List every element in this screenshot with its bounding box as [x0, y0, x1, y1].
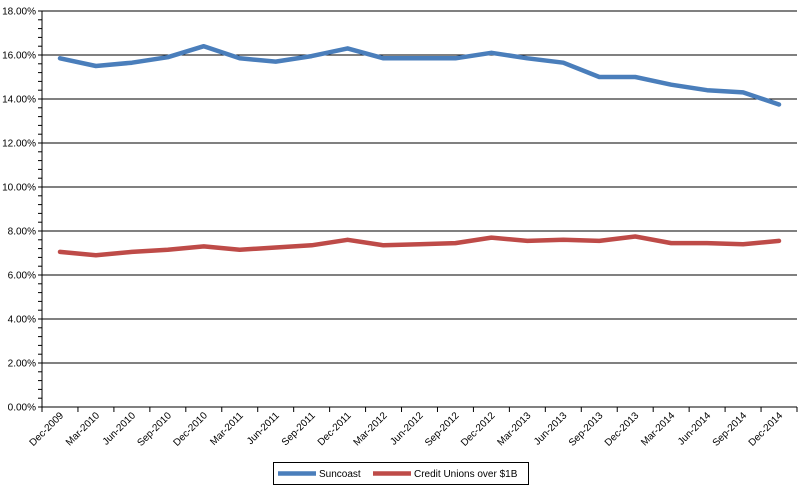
x-tick-label: Sep-2013 [567, 410, 606, 449]
y-tick-label: 18.00% [2, 7, 36, 18]
x-tick-label: Mar-2014 [639, 410, 677, 448]
x-axis: Dec-2009Mar-2010Jun-2010Sep-2010Dec-2010… [28, 407, 797, 449]
x-tick-label: Sep-2012 [423, 410, 462, 449]
y-tick-label: 12.00% [2, 139, 36, 150]
y-tick-label: 0.00% [8, 403, 36, 414]
legend-label: Credit Unions over $1B [414, 469, 518, 480]
x-tick-label: Jun-2010 [101, 410, 139, 448]
legend: Suncoast Credit Unions over $1B [274, 463, 529, 485]
x-tick-label: Mar-2013 [495, 410, 533, 448]
legend-label: Suncoast [319, 469, 361, 480]
x-tick-label: Sep-2014 [711, 410, 750, 449]
x-tick-label: Jun-2013 [532, 410, 570, 448]
series-line-1 [60, 237, 779, 256]
x-tick-label: Dec-2011 [316, 410, 354, 448]
x-tick-label: Dec-2009 [28, 410, 67, 449]
x-tick-label: Sep-2010 [136, 410, 175, 449]
y-tick-label: 10.00% [2, 183, 36, 194]
x-tick-label: Dec-2013 [603, 410, 642, 449]
series-lines [60, 46, 779, 255]
x-tick-label: Dec-2014 [747, 410, 786, 449]
y-tick-label: 14.00% [2, 95, 36, 106]
x-tick-label: Mar-2010 [64, 410, 102, 448]
y-tick-label: 4.00% [8, 315, 36, 326]
y-tick-label: 16.00% [2, 51, 36, 62]
y-tick-label: 8.00% [8, 227, 36, 238]
y-tick-label: 2.00% [8, 359, 36, 370]
x-tick-label: Jun-2011 [245, 410, 282, 447]
x-tick-label: Sep-2011 [280, 410, 318, 448]
x-tick-label: Dec-2012 [459, 410, 498, 449]
y-tick-label: 6.00% [8, 271, 36, 282]
x-tick-label: Jun-2012 [388, 410, 426, 448]
y-axis: 0.00% 2.00% 4.00% 6.00% 8.00% 10.00% 12.00% 14.… [2, 7, 42, 414]
x-tick-label: Mar-2011 [208, 410, 246, 448]
x-tick-label: Dec-2010 [171, 410, 210, 449]
x-tick-label: Jun-2014 [676, 410, 714, 448]
gridlines [42, 11, 797, 407]
x-tick-label: Mar-2012 [352, 410, 390, 448]
